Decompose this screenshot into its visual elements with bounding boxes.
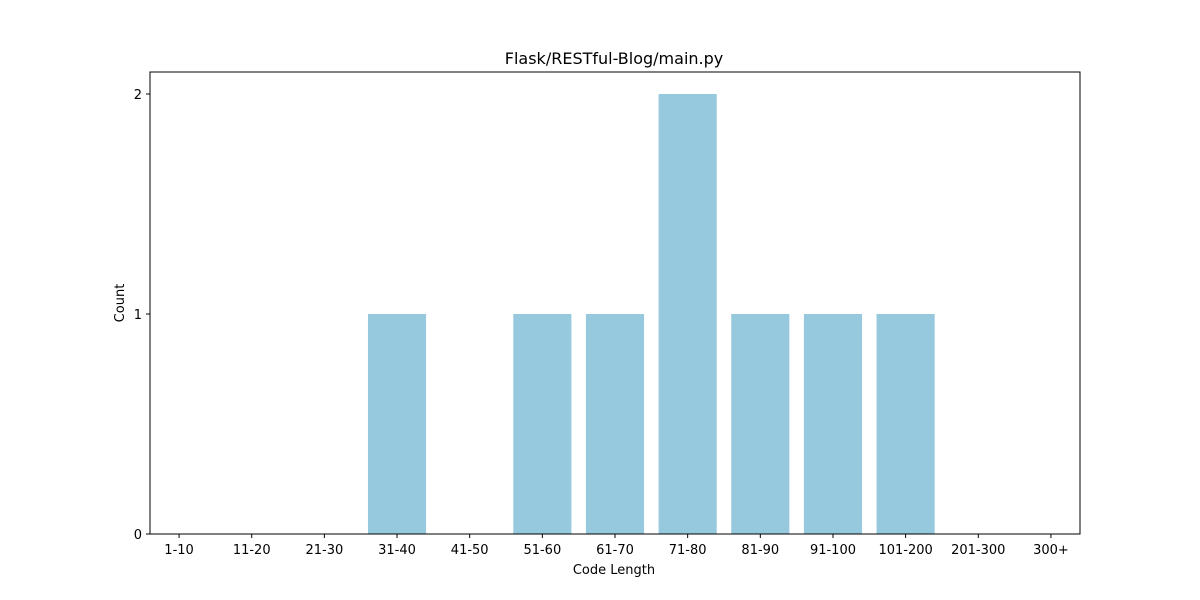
bars-group	[367, 94, 935, 534]
bar-61-70	[585, 314, 645, 534]
x-tick-label: 201-300	[951, 543, 1005, 558]
x-tick-label: 21-30	[305, 543, 343, 558]
y-tick-label: 2	[134, 88, 142, 103]
chart-title: Flask/RESTful-Blog/main.py	[505, 49, 723, 68]
y-tick-label: 1	[134, 308, 142, 323]
bar-81-90	[731, 314, 790, 534]
x-tick-label: 1-10	[164, 543, 194, 558]
x-tick-label: 71-80	[669, 543, 707, 558]
x-tick-label: 81-90	[741, 543, 779, 558]
x-tick-label: 101-200	[878, 543, 932, 558]
y-tick-label: 0	[134, 528, 142, 543]
bar-31-40	[367, 314, 427, 534]
x-tick-label: 51-60	[523, 543, 561, 558]
y-axis-ticks: 0 1 2	[134, 88, 150, 543]
bar-91-100	[803, 314, 863, 534]
x-tick-label: 91-100	[810, 543, 856, 558]
x-tick-label: 41-50	[451, 543, 489, 558]
bar-71-80	[658, 94, 717, 534]
bar-101-200	[876, 314, 935, 534]
bar-51-60	[513, 314, 572, 534]
x-tick-label: 31-40	[378, 543, 416, 558]
x-tick-label: 300+	[1033, 543, 1069, 558]
x-tick-label: 11-20	[233, 543, 271, 558]
x-tick-label: 61-70	[596, 543, 634, 558]
x-axis-ticks: 1-10 11-20 21-30 31-40 41-50 51-60 61-70 71-80 8…	[164, 534, 1069, 558]
x-axis-label: Code Length	[573, 563, 655, 578]
y-axis-label: Count	[113, 284, 128, 323]
